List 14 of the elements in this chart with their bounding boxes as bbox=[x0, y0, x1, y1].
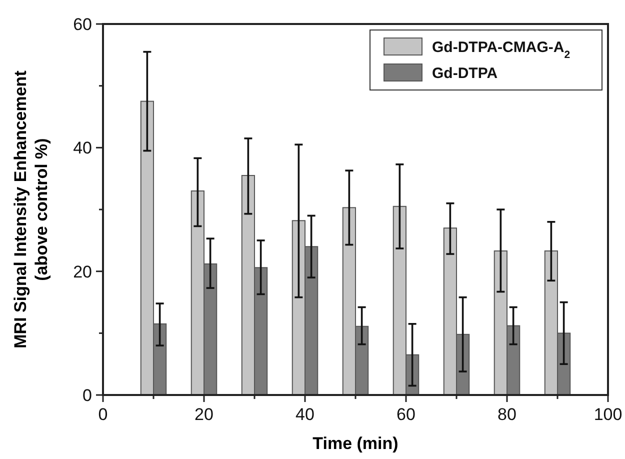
y-tick-label: 40 bbox=[73, 138, 92, 158]
x-tick-label: 100 bbox=[594, 405, 622, 424]
y-tick-label: 20 bbox=[73, 262, 92, 282]
y-axis-title: MRI Signal Intensity Enhancement (above control %) bbox=[11, 70, 51, 348]
legend-label: Gd-DTPA bbox=[432, 65, 498, 82]
x-tick-label: 80 bbox=[498, 405, 516, 424]
x-tick-label: 0 bbox=[98, 405, 108, 424]
x-axis-title: Time (min) bbox=[312, 434, 398, 453]
y-tick-label: 0 bbox=[82, 386, 92, 405]
x-tick-label: 60 bbox=[396, 405, 416, 424]
x-tick-label: 20 bbox=[194, 405, 214, 424]
x-tick-label: 40 bbox=[296, 405, 314, 424]
y-tick-label: 60 bbox=[73, 15, 92, 34]
legend-label: Gd-DTPA-CMAG-A$_{2}$ bbox=[432, 39, 570, 61]
